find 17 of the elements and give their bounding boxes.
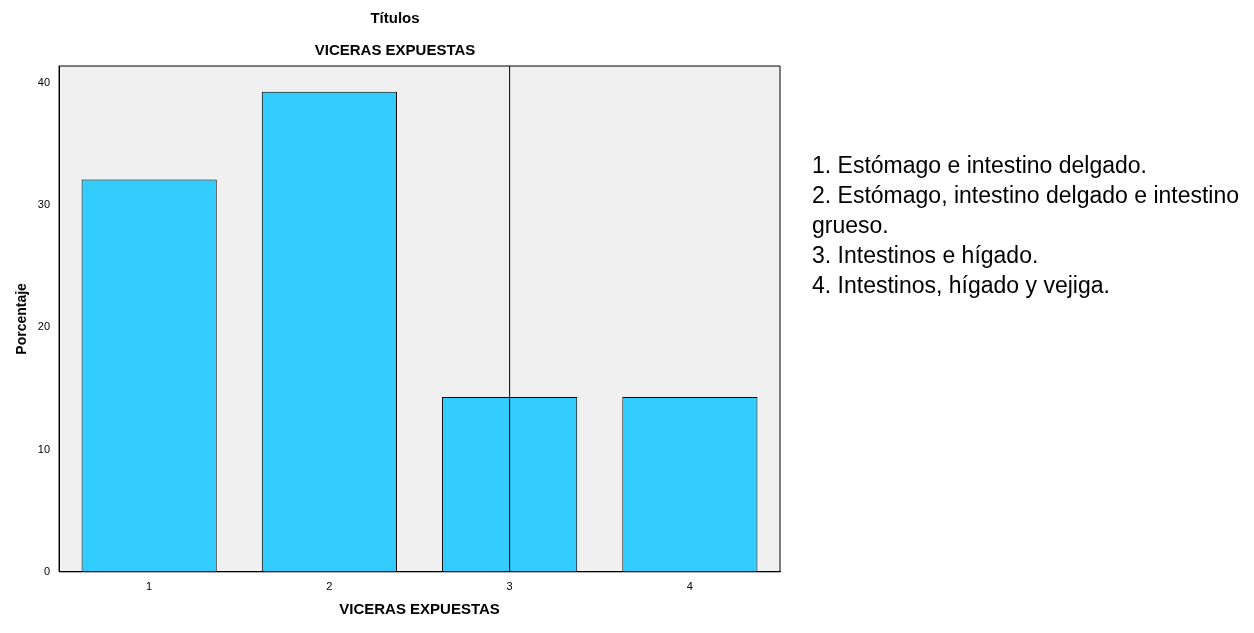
chart-title: Títulos bbox=[370, 9, 420, 27]
text: 2. Estómago, intestino delgado e intestino grueso. bbox=[812, 181, 1241, 240]
x-tick-label: 3 bbox=[506, 580, 513, 593]
chart-subtitle: VICERAS EXPUESTAS bbox=[314, 41, 476, 59]
y-tick-label: 10 bbox=[37, 442, 51, 455]
y-tick-label: 0 bbox=[43, 564, 51, 577]
y-axis-title: Porcentaje bbox=[13, 282, 30, 355]
y-tick-label: 40 bbox=[37, 76, 51, 89]
x-tick-label: 1 bbox=[146, 580, 153, 593]
y-tick-label: 30 bbox=[37, 198, 51, 211]
x-tick-label: 2 bbox=[326, 580, 333, 593]
x-axis-title: VICERAS EXPUESTAS bbox=[339, 600, 500, 618]
text: 3. Intestinos e hígado. bbox=[812, 241, 1040, 270]
y-tick-label: 20 bbox=[37, 320, 51, 333]
x-tick-label: 4 bbox=[686, 580, 693, 593]
text: 1. Estómago e intestino delgado. bbox=[812, 151, 1148, 180]
text: 4. Intestinos, hígado y vejiga. bbox=[812, 271, 1111, 300]
